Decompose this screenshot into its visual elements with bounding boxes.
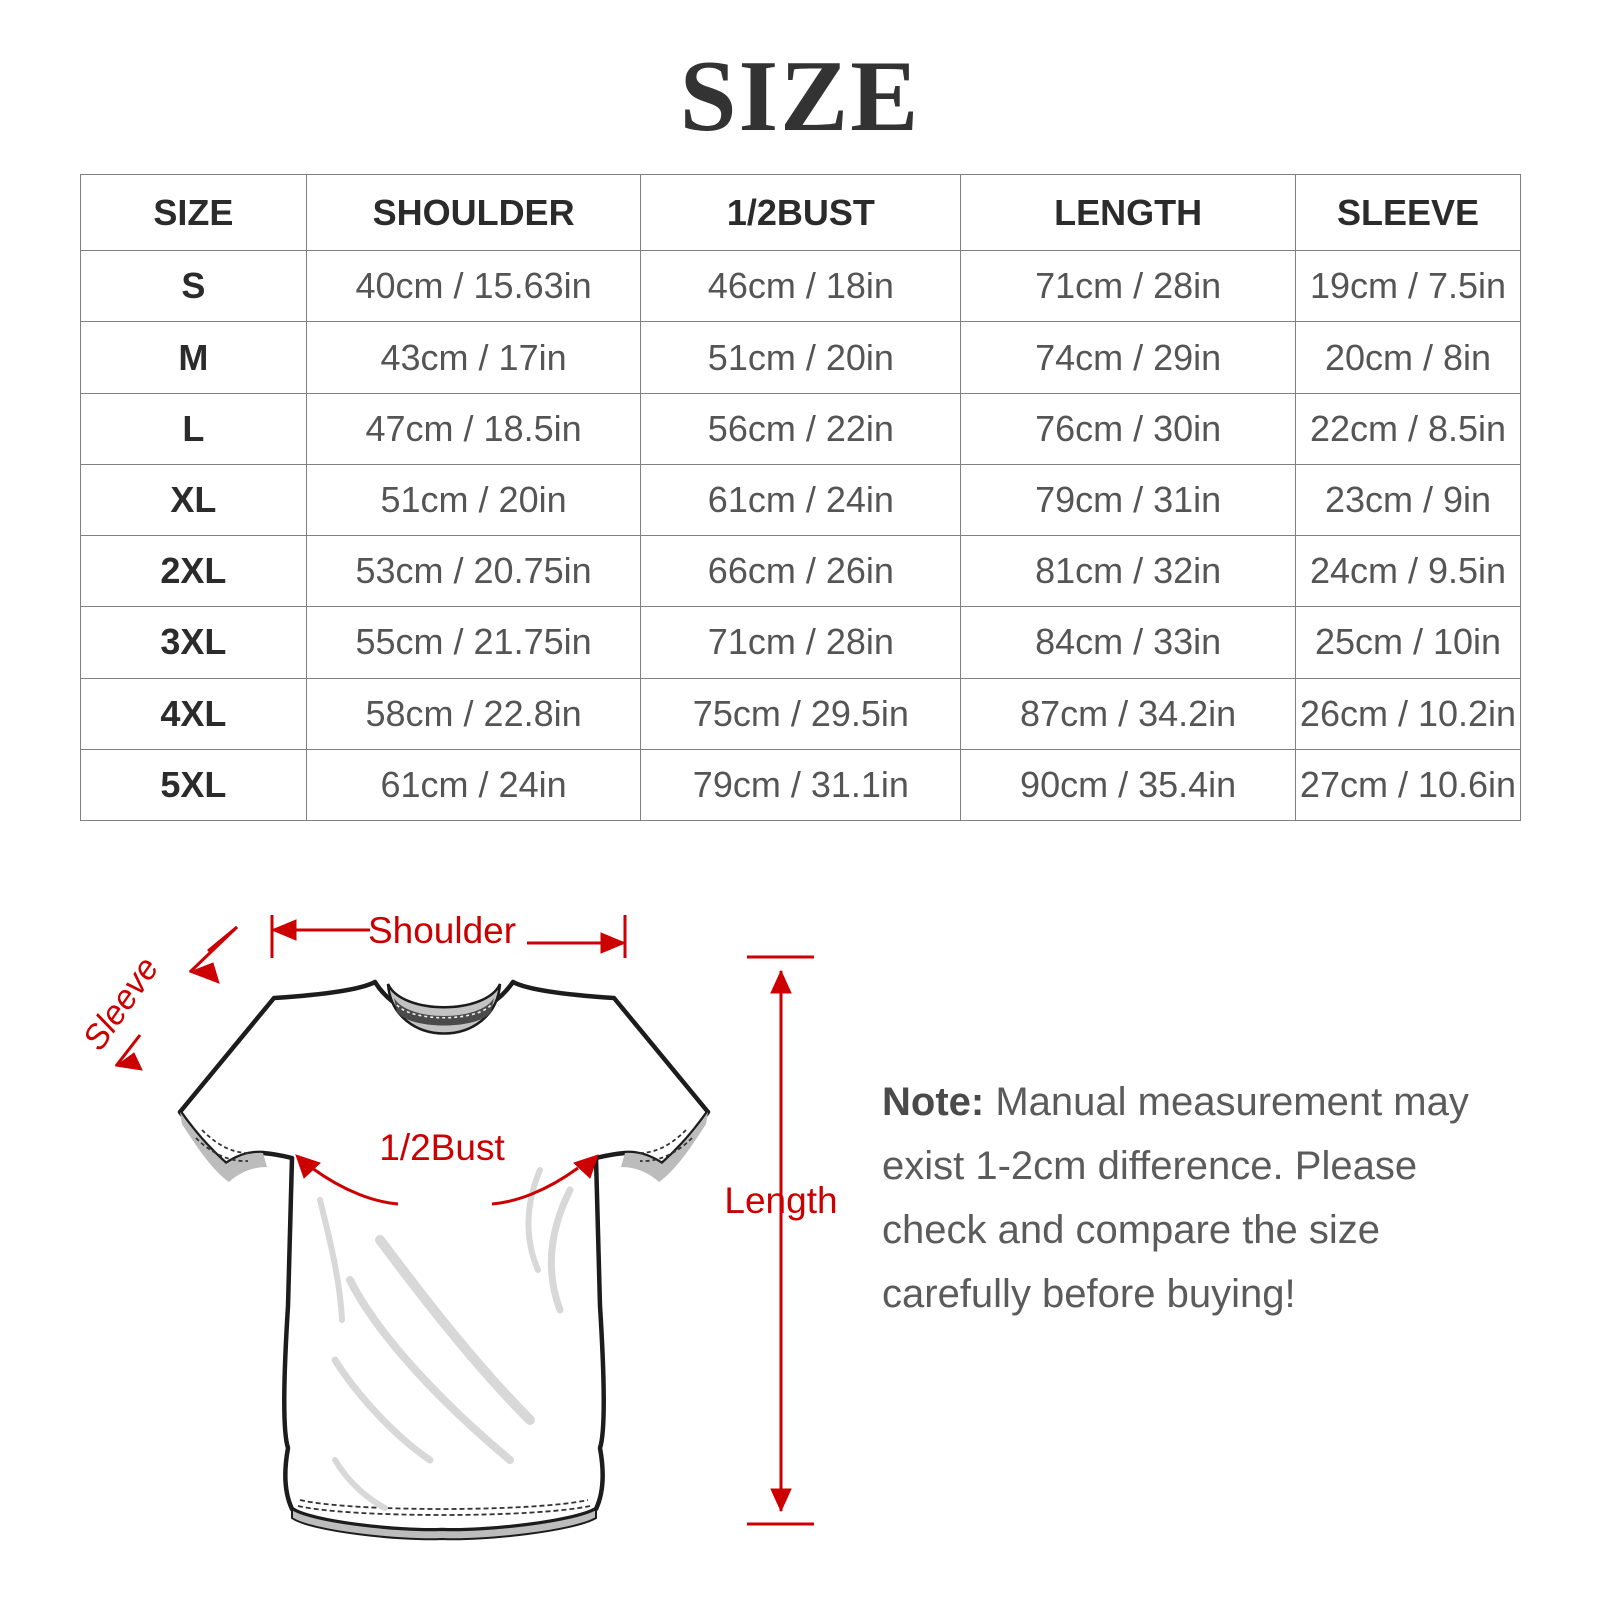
svg-text:1/2Bust: 1/2Bust — [379, 1127, 505, 1168]
svg-text:Length: Length — [724, 1180, 837, 1221]
svg-text:Shoulder: Shoulder — [368, 910, 516, 951]
svg-text:Sleeve: Sleeve — [76, 950, 167, 1057]
